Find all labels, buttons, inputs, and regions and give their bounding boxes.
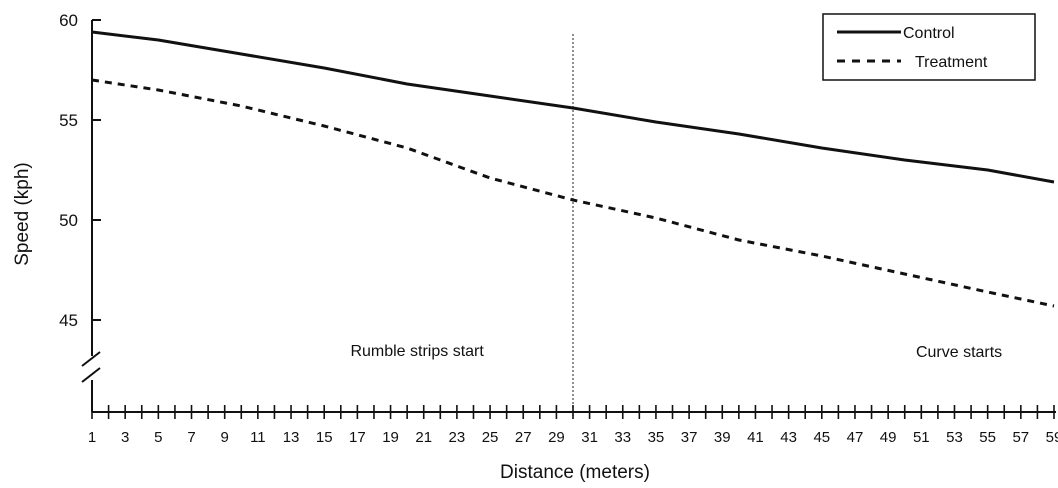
x-tick-label: 17 [349, 429, 366, 446]
y-tick-label: 50 [59, 211, 78, 230]
x-tick-label: 51 [913, 429, 930, 446]
x-tick-label: 13 [283, 429, 300, 446]
x-tick-label: 37 [681, 429, 698, 446]
axes [81, 20, 1056, 413]
x-tick-label: 3 [121, 429, 129, 446]
x-tick-label: 9 [221, 429, 229, 446]
annotation-rumble-strips-start: Rumble strips start [350, 343, 484, 360]
legend: Control Treatment [822, 13, 1036, 81]
x-tick-label: 45 [813, 429, 830, 446]
y-tick-label: 55 [59, 111, 78, 130]
x-tick-label: 35 [648, 429, 665, 446]
x-tick-label: 59 [1046, 429, 1058, 446]
x-tick-label: 5 [154, 429, 162, 446]
y-ticks: 45 50 55 60 [59, 11, 101, 330]
x-tick-label: 27 [515, 429, 532, 446]
x-ticks: 1 3 5 7 9 11 13 15 17 19 21 23 25 27 29 31 33 35 37 39 41 43 4… [88, 405, 1058, 446]
series-line-treatment [91, 78, 1055, 308]
x-tick-label: 15 [316, 429, 333, 446]
x-tick-label: 43 [780, 429, 797, 446]
x-tick-label: 53 [946, 429, 963, 446]
x-tick-label: 25 [482, 429, 499, 446]
x-axis-title: Distance (meters) [500, 462, 650, 483]
legend-box [822, 13, 1036, 81]
x-tick-label: 23 [449, 429, 466, 446]
x-tick-label: 29 [548, 429, 565, 446]
x-tick-label: 19 [382, 429, 399, 446]
x-tick-label: 21 [415, 429, 432, 446]
legend-label-control: Control [903, 25, 955, 42]
legend-label-treatment: Treatment [915, 54, 988, 71]
x-tick-label: 33 [614, 429, 631, 446]
x-tick-label: 39 [714, 429, 731, 446]
series-layer [91, 30, 1055, 308]
x-tick-label: 11 [250, 429, 266, 446]
axis-break-slash [81, 351, 101, 367]
y-axis-break-mark [81, 351, 101, 383]
x-tick-label: 31 [581, 429, 598, 446]
x-tick-label: 41 [747, 429, 764, 446]
x-tick-label: 47 [847, 429, 864, 446]
y-tick-label: 60 [59, 11, 78, 30]
x-tick-label: 57 [1012, 429, 1029, 446]
x-tick-label: 55 [979, 429, 996, 446]
series-line-control [91, 30, 1055, 184]
axis-break-slash [81, 367, 101, 383]
x-tick-label: 7 [187, 429, 195, 446]
y-tick-label: 45 [59, 311, 78, 330]
x-tick-label: 49 [880, 429, 897, 446]
y-axis-title: Speed (kph) [12, 162, 33, 266]
annotation-curve-starts: Curve starts [916, 344, 1002, 361]
x-tick-label: 1 [88, 429, 96, 446]
